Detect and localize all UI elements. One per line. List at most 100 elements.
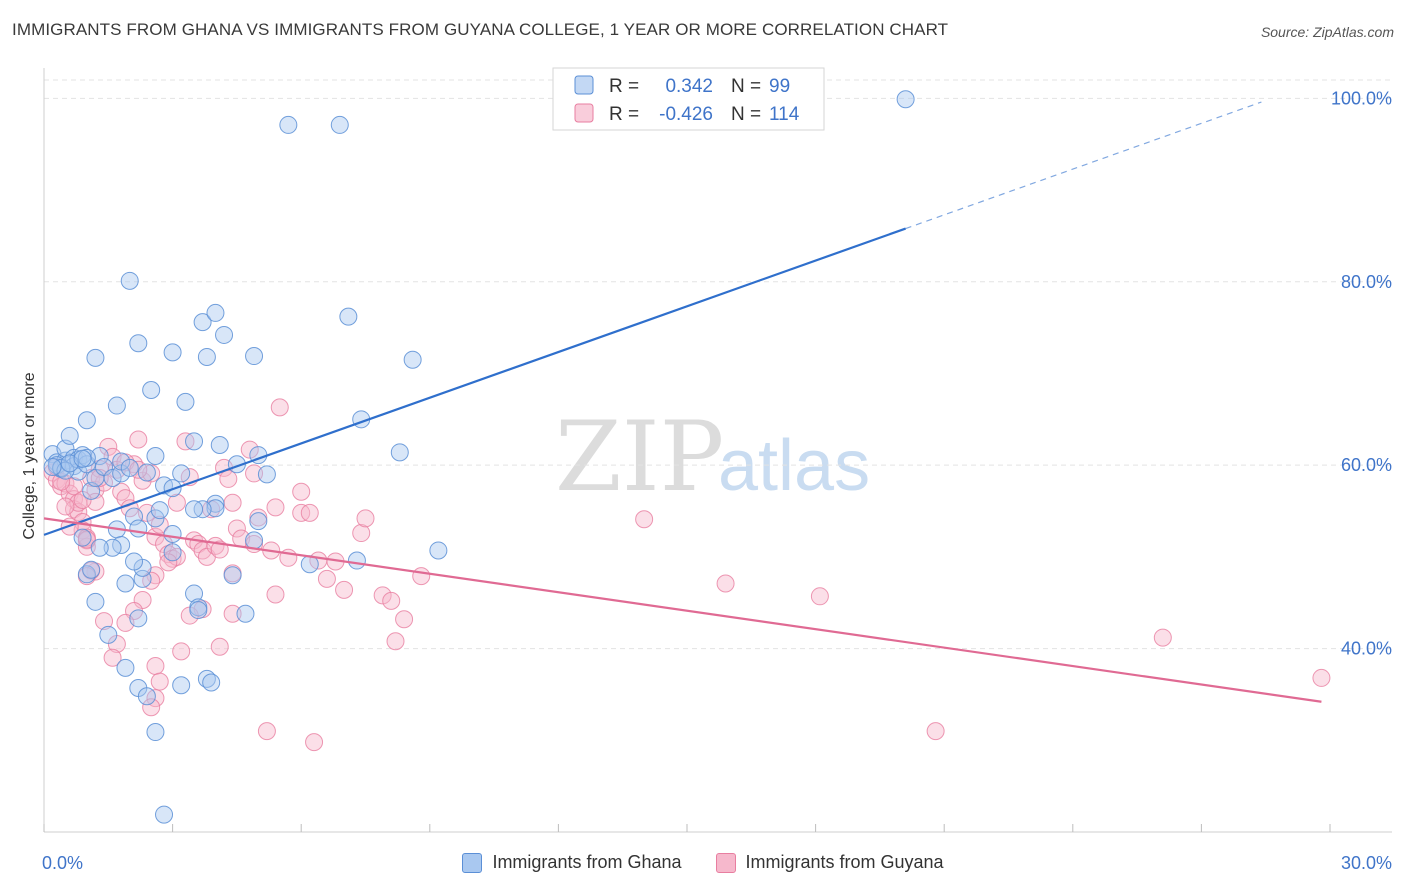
ghana-point — [77, 411, 96, 430]
guyana-point — [172, 642, 191, 661]
guyana-point — [352, 524, 371, 543]
guyana-point — [266, 585, 285, 604]
bottom-legend: Immigrants from Ghana Immigrants from Gu… — [0, 852, 1406, 873]
guyana-point — [146, 657, 165, 676]
guyana-point — [373, 586, 392, 605]
ghana-point — [129, 334, 148, 353]
ghana-point — [172, 676, 191, 695]
guyana-point — [926, 722, 945, 741]
guyana-point — [245, 464, 264, 483]
guyana-point — [56, 497, 75, 516]
ghana-point — [120, 458, 139, 477]
source-label: Source: ZipAtlas.com — [1260, 24, 1394, 40]
guyana-point — [240, 440, 259, 459]
ghana-point — [257, 465, 276, 484]
stats-r-value-ghana: 0.342 — [665, 76, 713, 97]
guyana-point — [257, 722, 276, 741]
ghana-point — [103, 469, 122, 488]
axes: College, 1 year or more — [21, 68, 1392, 833]
ghana-point — [116, 574, 135, 593]
ghana-point — [86, 592, 105, 611]
ghana-point — [146, 723, 165, 742]
ghana-point — [82, 560, 101, 579]
chart-title: IMMIGRANTS FROM GHANA VS IMMIGRANTS FROM… — [12, 20, 949, 39]
legend-entry-ghana[interactable]: Immigrants from Ghana — [462, 852, 682, 873]
guyana-point — [716, 574, 735, 593]
ghana-point — [146, 509, 165, 528]
ghana-trend-extension — [905, 101, 1262, 230]
ghana-point — [245, 531, 264, 550]
legend-swatch-ghana — [462, 852, 483, 873]
guyana-point — [386, 632, 405, 651]
ghana-point — [896, 90, 915, 109]
legend-label-ghana: Immigrants from Ghana — [492, 852, 682, 872]
ghana-point — [43, 458, 62, 477]
y-tick-label: 80.0% — [1341, 272, 1392, 292]
ghana-point — [206, 303, 225, 322]
guyana-point — [335, 580, 354, 599]
guyana-point — [382, 591, 401, 610]
x-tick-label: 0.0% — [42, 853, 83, 873]
ghana-point — [73, 449, 92, 468]
ghana-point — [185, 500, 204, 519]
ghana-point — [103, 538, 122, 557]
ghana-point — [125, 507, 144, 526]
ghana-point — [163, 524, 182, 543]
ghana-point — [403, 350, 422, 369]
guyana-point — [167, 493, 186, 512]
gridlines — [44, 79, 1392, 650]
guyana-point — [129, 430, 148, 449]
guyana-point — [395, 610, 414, 629]
guyana-point — [223, 604, 242, 623]
stats-n-value-ghana: 99 — [769, 76, 790, 97]
ghana-point — [202, 673, 221, 692]
guyana-point — [150, 672, 169, 691]
guyana-point — [95, 612, 114, 631]
legend-swatch-guyana — [715, 852, 736, 873]
guyana-point — [227, 519, 246, 538]
stats-swatch-guyana — [574, 103, 594, 123]
ghana-point — [223, 566, 242, 585]
guyana-point — [159, 553, 178, 572]
legend-entry-guyana[interactable]: Immigrants from Guyana — [715, 852, 944, 873]
ghana-point — [60, 426, 79, 445]
tick-labels: 40.0% 60.0% 80.0% 100.0% 0.0% 30.0% — [42, 88, 1392, 873]
guyana-point — [142, 698, 161, 717]
ghana-point — [172, 464, 191, 483]
ghana-point — [129, 519, 148, 538]
stats-swatch-ghana — [574, 75, 594, 95]
y-axis-label: College, 1 year or more — [21, 372, 38, 539]
ghana-point — [279, 115, 298, 134]
ghana-point — [146, 447, 165, 465]
ghana-point — [249, 512, 268, 531]
ghana-point — [142, 380, 161, 399]
ghana-point — [116, 658, 135, 677]
guyana-point — [1153, 628, 1172, 647]
ghana-point — [163, 543, 182, 562]
stats-r-label-guyana: R = — [609, 104, 639, 125]
guyana-point — [1312, 668, 1331, 687]
guyana-point — [103, 648, 122, 667]
stats-r-label-ghana: R = — [609, 76, 639, 97]
legend-label-guyana: Immigrants from Guyana — [745, 852, 944, 872]
guyana-point — [810, 587, 829, 606]
ghana-point — [245, 347, 264, 366]
ghana-point — [185, 432, 204, 451]
stats-n-value-guyana: 114 — [769, 104, 800, 125]
ghana-point — [120, 271, 139, 290]
ghana-point — [330, 115, 349, 134]
guyana-point — [305, 733, 324, 752]
stats-n-label-guyana: N = — [731, 104, 761, 125]
guyana-point — [219, 469, 238, 488]
guyana-point — [52, 472, 71, 491]
guyana-point — [317, 569, 336, 588]
guyana-point — [412, 567, 431, 586]
guyana-trend-line — [43, 517, 1322, 703]
ghana-point — [90, 538, 109, 557]
guyana-point — [292, 482, 311, 501]
ghana-point — [176, 392, 195, 411]
guyana-point — [77, 537, 96, 556]
watermark-atlas: atlas — [718, 426, 870, 506]
